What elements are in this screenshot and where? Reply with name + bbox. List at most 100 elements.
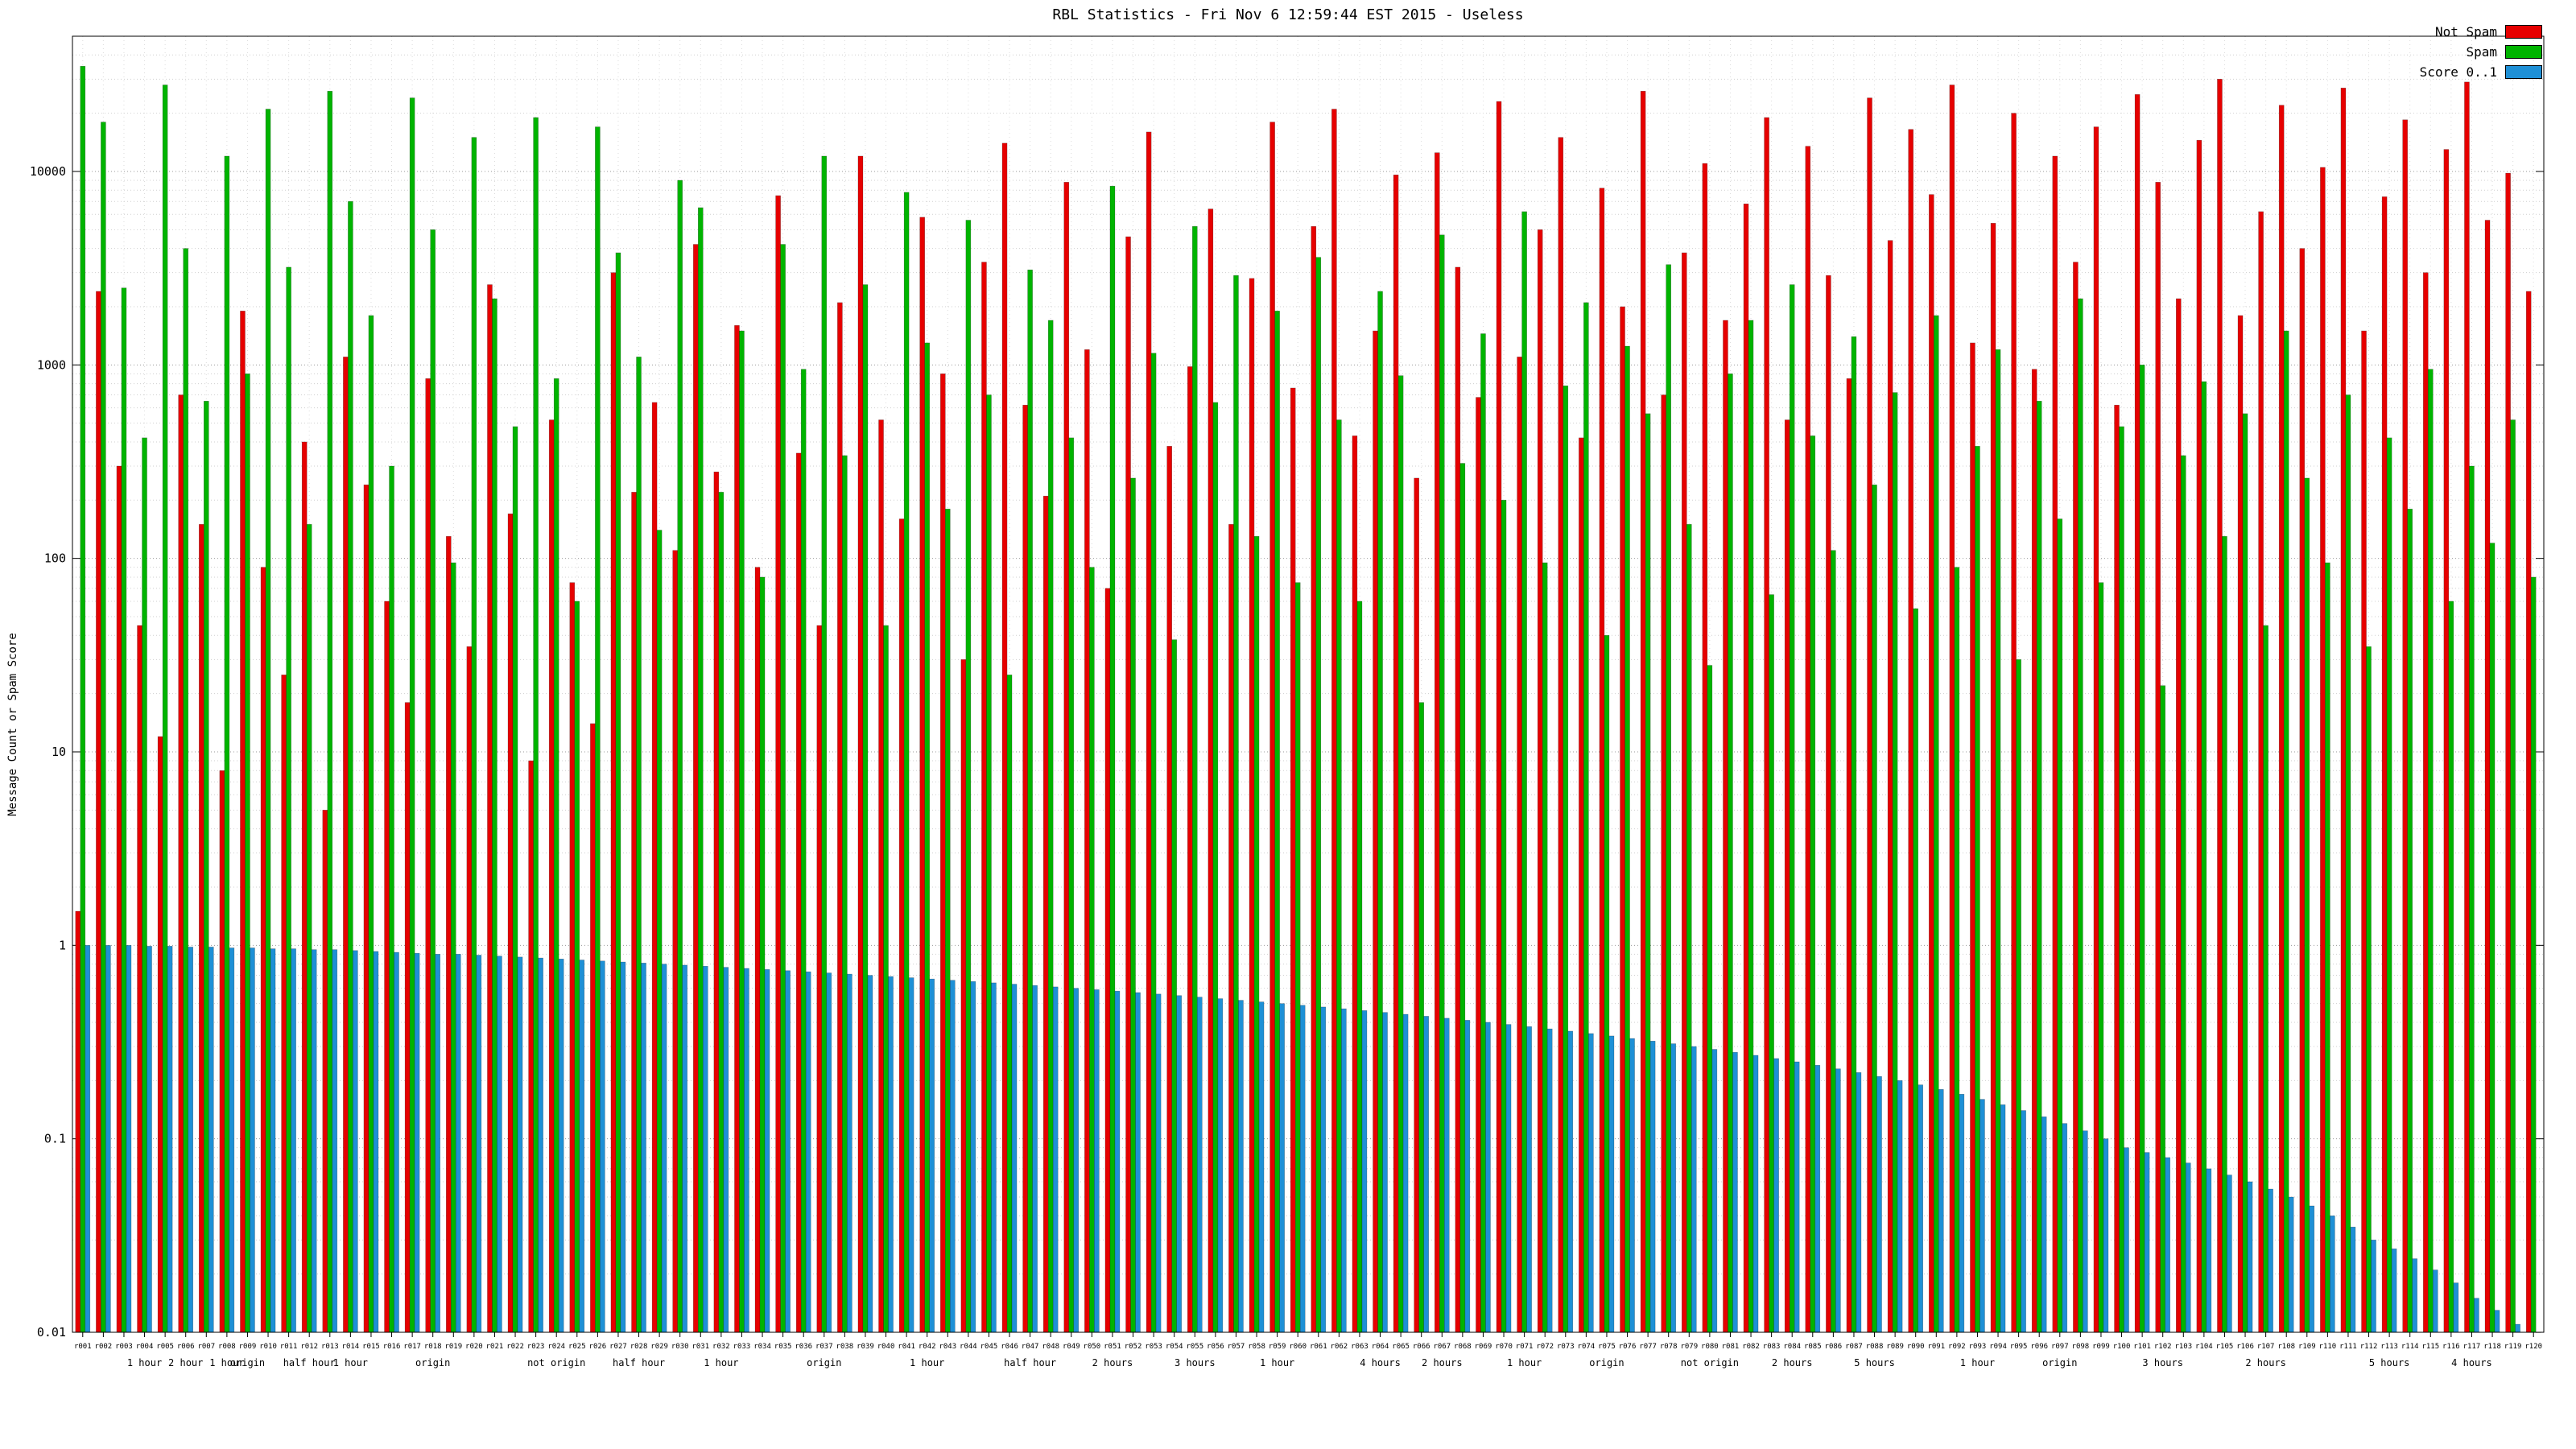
bar-spam [821, 155, 828, 1333]
bar-spam [1521, 211, 1527, 1333]
bar-not-spam [981, 262, 987, 1333]
x-tick-label: r015 [362, 1343, 380, 1351]
x-tick-label: r083 [1763, 1343, 1781, 1351]
bar-score [1752, 1055, 1759, 1333]
bar-not-spam [692, 244, 699, 1333]
bar-spam [553, 378, 559, 1333]
x-tick-label: r043 [939, 1343, 956, 1351]
x-tick-label: r058 [1248, 1343, 1265, 1351]
bar-spam [1294, 582, 1301, 1333]
bar-spam [2304, 477, 2310, 1333]
x-tick-label: r040 [877, 1343, 895, 1351]
bar-score [2309, 1205, 2315, 1333]
y-tick-label: 0.01 [37, 1325, 66, 1340]
bar-score [2288, 1196, 2294, 1333]
bar-score [394, 952, 399, 1333]
x-group-label: 1 hour [704, 1357, 738, 1368]
x-tick-label: r063 [1351, 1343, 1368, 1351]
bar-not-spam [96, 291, 101, 1333]
bar-not-spam [240, 311, 246, 1333]
x-tick-label: r016 [383, 1343, 401, 1351]
x-group-label: half hour [1004, 1357, 1056, 1368]
bar-not-spam [1104, 588, 1111, 1333]
bar-not-spam [363, 484, 369, 1333]
bar-spam [183, 248, 189, 1333]
bar-not-spam [1579, 437, 1584, 1333]
x-tick-label: r010 [259, 1343, 277, 1351]
bar-not-spam [1125, 236, 1131, 1333]
bar-spam [1789, 284, 1795, 1333]
bar-score [2124, 1147, 2129, 1333]
x-tick-label: r047 [1022, 1343, 1039, 1351]
bar-not-spam [2299, 248, 2306, 1333]
bar-spam [409, 97, 415, 1333]
y-tick-label: 0.1 [44, 1132, 66, 1146]
bar-spam [492, 298, 497, 1333]
x-tick-label: r106 [2236, 1343, 2254, 1351]
bar-score [970, 980, 976, 1333]
bar-spam [862, 284, 869, 1333]
x-tick-label: r002 [95, 1343, 113, 1351]
x-tick-label: r030 [671, 1343, 689, 1351]
x-tick-label: r108 [2277, 1343, 2295, 1351]
x-tick-label: r068 [1454, 1343, 1472, 1351]
x-tick-label: r009 [239, 1343, 257, 1351]
x-group-label: origin [807, 1357, 841, 1368]
bar-not-spam [816, 625, 823, 1333]
x-group-label: 2 hours [1092, 1357, 1133, 1368]
bar-not-spam [1393, 174, 1399, 1333]
x-tick-label: r103 [2174, 1343, 2192, 1351]
x-tick-label: r105 [2216, 1343, 2234, 1351]
x-tick-label: r029 [650, 1343, 668, 1351]
bar-not-spam [1702, 163, 1708, 1333]
x-tick-label: r070 [1495, 1343, 1513, 1351]
legend-label-notspam: Not Spam [2434, 24, 2497, 39]
bar-not-spam [301, 441, 308, 1333]
bar-score [867, 975, 873, 1333]
bar-not-spam [651, 402, 658, 1333]
bar-spam [389, 465, 394, 1333]
bar-not-spam [1455, 266, 1461, 1333]
x-tick-label: r056 [1207, 1343, 1224, 1351]
x-group-label: 2 hours [1422, 1357, 1463, 1368]
x-tick-label: r067 [1433, 1343, 1451, 1351]
bar-spam [471, 137, 477, 1333]
bar-spam [1954, 567, 1960, 1333]
x-tick-label: r055 [1186, 1343, 1203, 1351]
bar-score [1670, 1043, 1677, 1333]
bar-not-spam [2258, 211, 2264, 1333]
bar-score [1567, 1030, 1574, 1333]
bar-not-spam [631, 492, 637, 1333]
x-group-label: origin [2042, 1357, 2077, 1368]
bar-score [476, 955, 482, 1333]
x-tick-label: r084 [1783, 1343, 1801, 1351]
bar-not-spam [754, 567, 761, 1333]
bar-spam [1274, 311, 1280, 1333]
bar-score [332, 949, 338, 1333]
bar-spam [306, 524, 312, 1333]
legend-swatch-score-icon [2505, 65, 2542, 79]
bar-spam [2489, 543, 2496, 1333]
bar-not-spam [2217, 79, 2223, 1333]
bar-score [2515, 1323, 2520, 1333]
bar-score [1918, 1084, 1924, 1333]
legend-label-score: Score 0..1 [2419, 64, 2497, 80]
bar-score [847, 973, 852, 1333]
bar-spam [1171, 639, 1178, 1333]
bar-not-spam [1331, 109, 1337, 1333]
bar-not-spam [569, 582, 576, 1333]
bar-score [1361, 1010, 1368, 1333]
x-tick-label: r020 [465, 1343, 483, 1351]
bar-score [1258, 1001, 1265, 1333]
bar-not-spam [1208, 208, 1214, 1333]
bar-not-spam [219, 770, 225, 1333]
x-tick-label: r052 [1125, 1343, 1142, 1351]
bar-not-spam [425, 378, 431, 1333]
bar-spam [1130, 477, 1136, 1333]
x-group-label: 5 hours [1854, 1357, 1895, 1368]
bar-score [1588, 1033, 1594, 1333]
bar-score [311, 949, 317, 1333]
x-tick-label: r001 [74, 1343, 92, 1351]
x-group-label: 3 hours [1174, 1357, 1216, 1368]
